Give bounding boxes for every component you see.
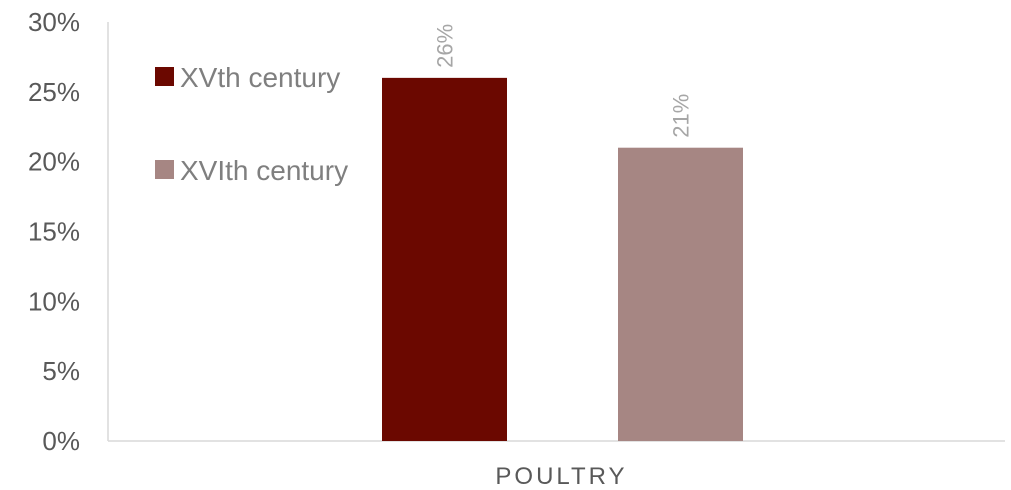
data-label: 21% (669, 94, 694, 138)
legend-label: XVIth century (180, 155, 348, 186)
bar-xvth-century (382, 77, 507, 441)
legend-label: XVth century (180, 62, 340, 93)
data-labels: 26% 21% (433, 24, 694, 138)
legend-swatch (155, 67, 174, 86)
y-tick-label: 15% (28, 217, 80, 247)
y-tick-label: 30% (28, 7, 80, 37)
y-tick-label: 25% (28, 77, 80, 107)
y-tick-label: 0% (42, 426, 80, 456)
axes (107, 22, 1005, 442)
legend: XVth century XVIth century (155, 62, 348, 186)
legend-swatch (155, 160, 174, 179)
y-tick-label: 5% (42, 356, 80, 386)
y-tick-labels: 0% 5% 10% 15% 20% 25% 30% (28, 7, 80, 456)
x-category-labels: POULTRY (495, 463, 627, 490)
data-label: 26% (433, 24, 458, 68)
x-category-label: POULTRY (495, 463, 627, 490)
bar-xvith-century (618, 147, 743, 441)
y-tick-label: 20% (28, 147, 80, 177)
y-tick-label: 10% (28, 286, 80, 316)
bars (382, 77, 743, 441)
